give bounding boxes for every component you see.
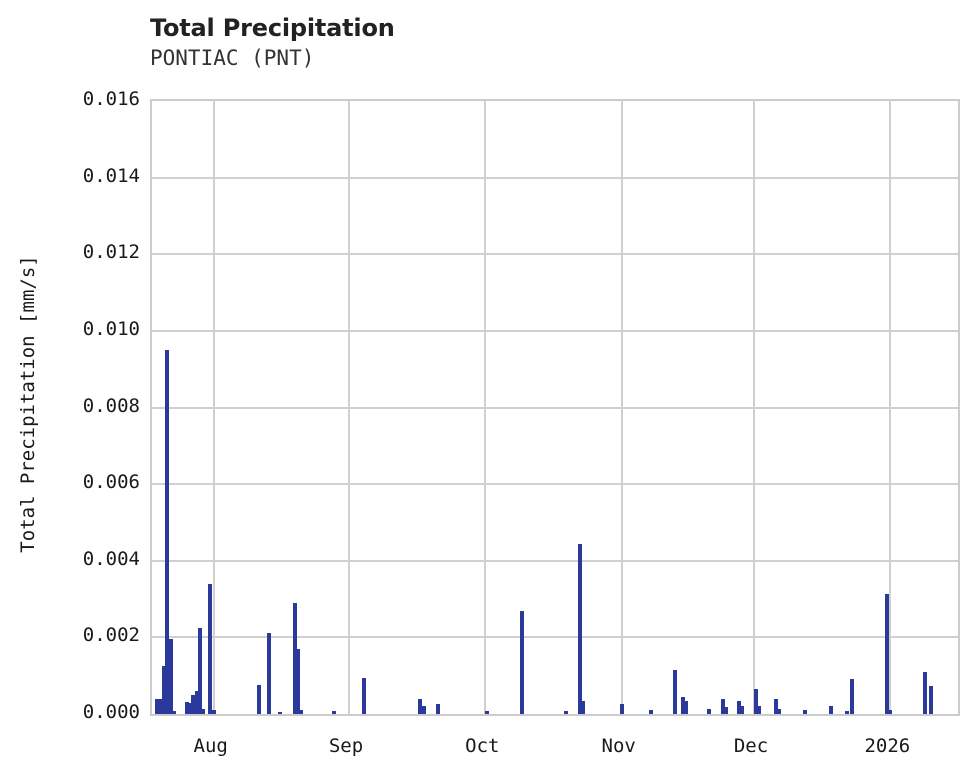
- bar: [201, 709, 205, 714]
- bar: [169, 639, 173, 714]
- bar: [195, 691, 199, 714]
- bar: [162, 666, 166, 714]
- gridline-horizontal: [152, 177, 958, 179]
- x-axis-tick-label: Sep: [328, 735, 364, 757]
- bar: [422, 706, 426, 714]
- bar: [436, 704, 440, 714]
- y-axis-tick-label: 0.014: [82, 164, 140, 187]
- bar: [845, 711, 849, 714]
- bar: [885, 594, 889, 714]
- bar: [185, 702, 189, 714]
- bar: [155, 699, 159, 714]
- bar: [172, 711, 176, 714]
- bar: [212, 710, 216, 714]
- bar: [754, 689, 758, 714]
- bar: [929, 686, 933, 714]
- gridline-horizontal: [152, 330, 958, 332]
- bar: [293, 603, 297, 714]
- bar: [198, 628, 202, 714]
- gridline-vertical: [753, 101, 755, 714]
- x-axis-tick-label: Nov: [601, 735, 636, 757]
- bar: [581, 701, 585, 714]
- bar: [829, 706, 833, 714]
- bar: [578, 544, 582, 714]
- y-axis-tick-label: 0.010: [82, 317, 140, 340]
- gridline-horizontal: [152, 560, 958, 562]
- gridline-vertical: [213, 101, 215, 714]
- y-axis-tick-label: 0.008: [82, 394, 140, 417]
- bar: [673, 670, 677, 714]
- x-axis-tick-label: Aug: [193, 735, 228, 757]
- bar: [188, 703, 192, 714]
- gridline-horizontal: [152, 407, 958, 409]
- x-axis-tick-label: Oct: [465, 735, 500, 757]
- bar: [485, 711, 489, 714]
- y-axis-tick-label: 0.002: [82, 624, 140, 647]
- y-axis-tick-label: 0.004: [82, 547, 140, 570]
- y-axis-tick-layer: 0.016 0.014 0.012 0.010 0.008 0.006 0.004 0.002…: [0, 0, 140, 780]
- gridline-horizontal: [152, 253, 958, 255]
- bar: [191, 695, 195, 714]
- y-axis-tick-label: 0.012: [82, 241, 140, 264]
- y-axis-tick-label: 0.000: [82, 701, 140, 723]
- x-axis-tick-label: 2026: [864, 735, 911, 757]
- bar: [620, 704, 624, 714]
- plot-area: [150, 99, 960, 716]
- gridline-horizontal: [152, 636, 958, 638]
- bar: [564, 711, 568, 714]
- bar: [332, 711, 336, 714]
- page-title: Total Precipitation: [150, 14, 395, 42]
- x-axis-tick-label: Dec: [733, 735, 769, 757]
- bar: [740, 706, 744, 714]
- bar: [267, 633, 271, 714]
- gridline-vertical: [621, 101, 623, 714]
- bar: [362, 678, 366, 714]
- bar: [165, 350, 169, 714]
- gridline-vertical: [348, 101, 350, 714]
- bar: [803, 710, 807, 714]
- bar: [649, 710, 653, 714]
- bar: [850, 679, 854, 714]
- bar: [774, 699, 778, 714]
- bar: [159, 699, 163, 714]
- bar: [296, 649, 300, 714]
- y-axis-tick-label: 0.016: [82, 88, 140, 110]
- bar: [681, 697, 685, 714]
- bar: [257, 685, 261, 714]
- y-axis-tick-label: 0.006: [82, 471, 140, 494]
- bar: [278, 712, 282, 714]
- bar: [208, 584, 212, 714]
- bar: [684, 701, 688, 714]
- bar: [777, 709, 781, 714]
- bar: [520, 611, 524, 714]
- gridline-horizontal: [152, 483, 958, 485]
- bar: [299, 710, 303, 714]
- bar: [757, 706, 761, 714]
- bar: [418, 699, 422, 714]
- bar: [737, 701, 741, 714]
- chart-subtitle: PONTIAC (PNT): [150, 46, 315, 70]
- bar: [724, 707, 728, 714]
- gridline-vertical: [484, 101, 486, 714]
- gridline-vertical: [889, 101, 891, 714]
- bar: [721, 699, 725, 714]
- title-block: Total Precipitation PONTIAC (PNT): [150, 14, 850, 71]
- bar: [707, 709, 711, 714]
- bar: [923, 672, 927, 714]
- x-axis-tick-layer: Aug Sep Oct Nov Dec 2026: [0, 735, 980, 765]
- bar: [888, 710, 892, 714]
